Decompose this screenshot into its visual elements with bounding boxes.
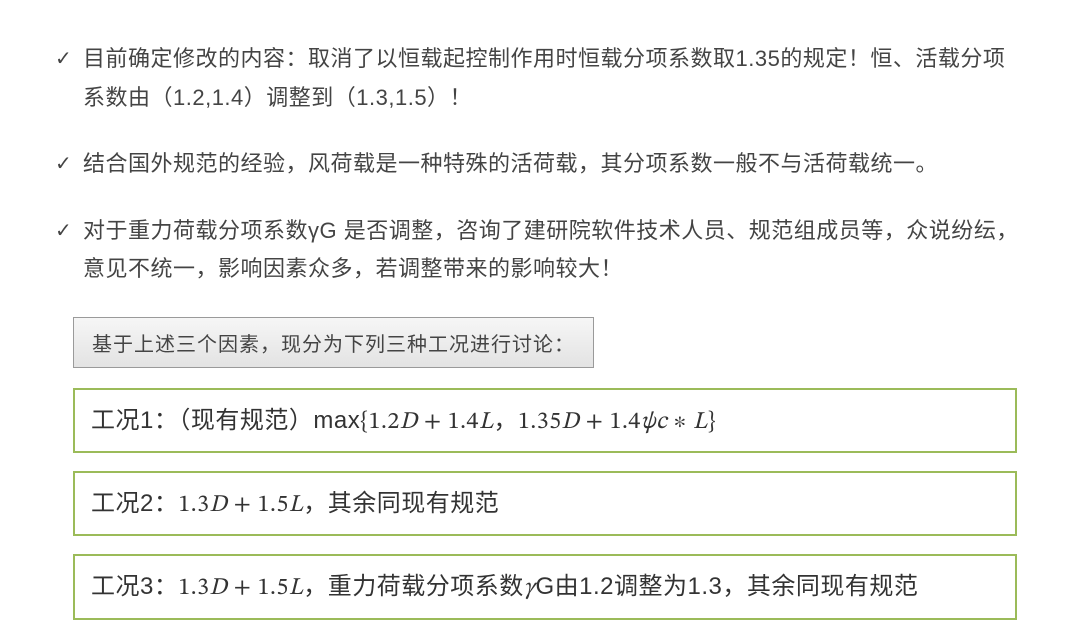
brace-close: } — [708, 410, 716, 434]
case-3-tail: 由1.2调整为1.3，其余同现有规范 — [555, 573, 919, 600]
bullet-list: ✓ 目前确定修改的内容：取消了以恒载起控制作用时恒载分项系数取1.35的规定！恒… — [55, 40, 1025, 289]
plus: + — [228, 493, 258, 517]
var-L: L — [289, 576, 304, 600]
var-D: D — [210, 576, 228, 600]
var-L: L — [289, 493, 304, 517]
check-icon: ✓ — [55, 147, 83, 182]
coef: 1.4 — [610, 410, 641, 434]
var-D: D — [562, 410, 580, 434]
slide: ✓ 目前确定修改的内容：取消了以恒载起控制作用时恒载分项系数取1.35的规定！恒… — [0, 0, 1080, 627]
sep: ， — [493, 407, 518, 434]
times: ∗ — [667, 410, 693, 434]
var-c: c — [656, 410, 667, 434]
bullet-text: 目前确定修改的内容：取消了以恒载起控制作用时恒载分项系数取1.35的规定！恒、活… — [83, 40, 1025, 117]
var-G: G — [535, 573, 554, 600]
var-gamma: γ — [524, 576, 536, 600]
case-1-box: 工况1：（现有规范）max{1.2D + 1.4L，1.35D + 1.4ψc … — [73, 388, 1017, 453]
coef: 1.5 — [258, 576, 289, 600]
coef: 1.35 — [518, 410, 562, 434]
var-L: L — [479, 410, 494, 434]
case-2-prefix: 工况2： — [91, 490, 178, 517]
section-label: 基于上述三个因素，现分为下列三种工况进行讨论： — [73, 317, 594, 368]
bullet-text: 对于重力荷载分项系数γG 是否调整，咨询了建研院软件技术人员、规范组成员等，众说… — [83, 212, 1025, 289]
list-item: ✓ 目前确定修改的内容：取消了以恒载起控制作用时恒载分项系数取1.35的规定！恒… — [55, 40, 1025, 117]
var-D: D — [210, 493, 228, 517]
check-icon: ✓ — [55, 42, 83, 77]
plus: + — [228, 576, 258, 600]
check-icon: ✓ — [55, 214, 83, 249]
case-2-suffix: ，其余同现有规范 — [303, 490, 499, 517]
bullet-text: 结合国外规范的经验，风荷载是一种特殊的活荷载，其分项系数一般不与活荷载统一。 — [83, 145, 1025, 184]
plus: + — [418, 410, 448, 434]
coef: 1.2 — [369, 410, 400, 434]
case-3-prefix: 工况3： — [91, 573, 178, 600]
coef: 1.3 — [178, 576, 209, 600]
case-2-box: 工况2：1.3D + 1.5L，其余同现有规范 — [73, 471, 1017, 536]
coef: 1.4 — [448, 410, 479, 434]
plus: + — [580, 410, 610, 434]
case-3-box: 工况3：1.3D + 1.5L，重力荷载分项系数γG由1.2调整为1.3，其余同… — [73, 554, 1017, 619]
brace-open: { — [360, 410, 368, 434]
coef: 1.5 — [258, 493, 289, 517]
var-D: D — [400, 410, 418, 434]
var-psi: ψ — [641, 410, 656, 434]
list-item: ✓ 对于重力荷载分项系数γG 是否调整，咨询了建研院软件技术人员、规范组成员等，… — [55, 212, 1025, 289]
case-3-mid: ，重力荷载分项系数 — [303, 573, 524, 600]
var-L: L — [693, 410, 708, 434]
case-1-prefix: 工况1：（现有规范） — [91, 407, 313, 434]
list-item: ✓ 结合国外规范的经验，风荷载是一种特殊的活荷载，其分项系数一般不与活荷载统一。 — [55, 145, 1025, 184]
case-1-func: max — [313, 407, 360, 434]
coef: 1.3 — [178, 493, 209, 517]
